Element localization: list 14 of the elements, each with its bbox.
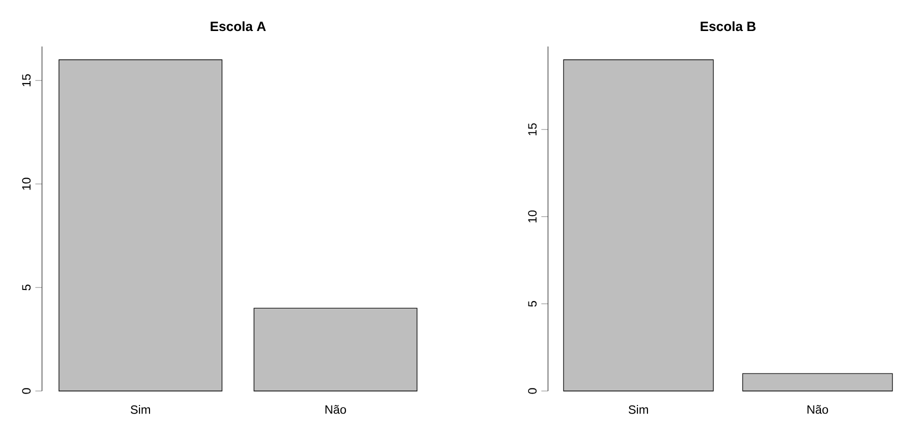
y-tick-label: 0 bbox=[528, 388, 537, 394]
x-tick-label: Não bbox=[808, 405, 828, 414]
y-tick-label: 10 bbox=[22, 178, 31, 190]
x-tick-label: Sim bbox=[130, 405, 150, 414]
x-tick-label: Não bbox=[325, 405, 346, 414]
y-tick-label: 15 bbox=[22, 74, 31, 86]
y-tick-label: 0 bbox=[22, 388, 31, 394]
x-tick-label: Sim bbox=[628, 405, 648, 414]
y-tick-label: 10 bbox=[528, 210, 537, 222]
y-tick-label: 15 bbox=[528, 123, 537, 136]
chart-title: Escola B bbox=[700, 21, 756, 32]
y-tick-label: 5 bbox=[528, 300, 537, 307]
chart-title: Escola A bbox=[210, 21, 266, 32]
y-tick-label: 5 bbox=[22, 284, 31, 290]
